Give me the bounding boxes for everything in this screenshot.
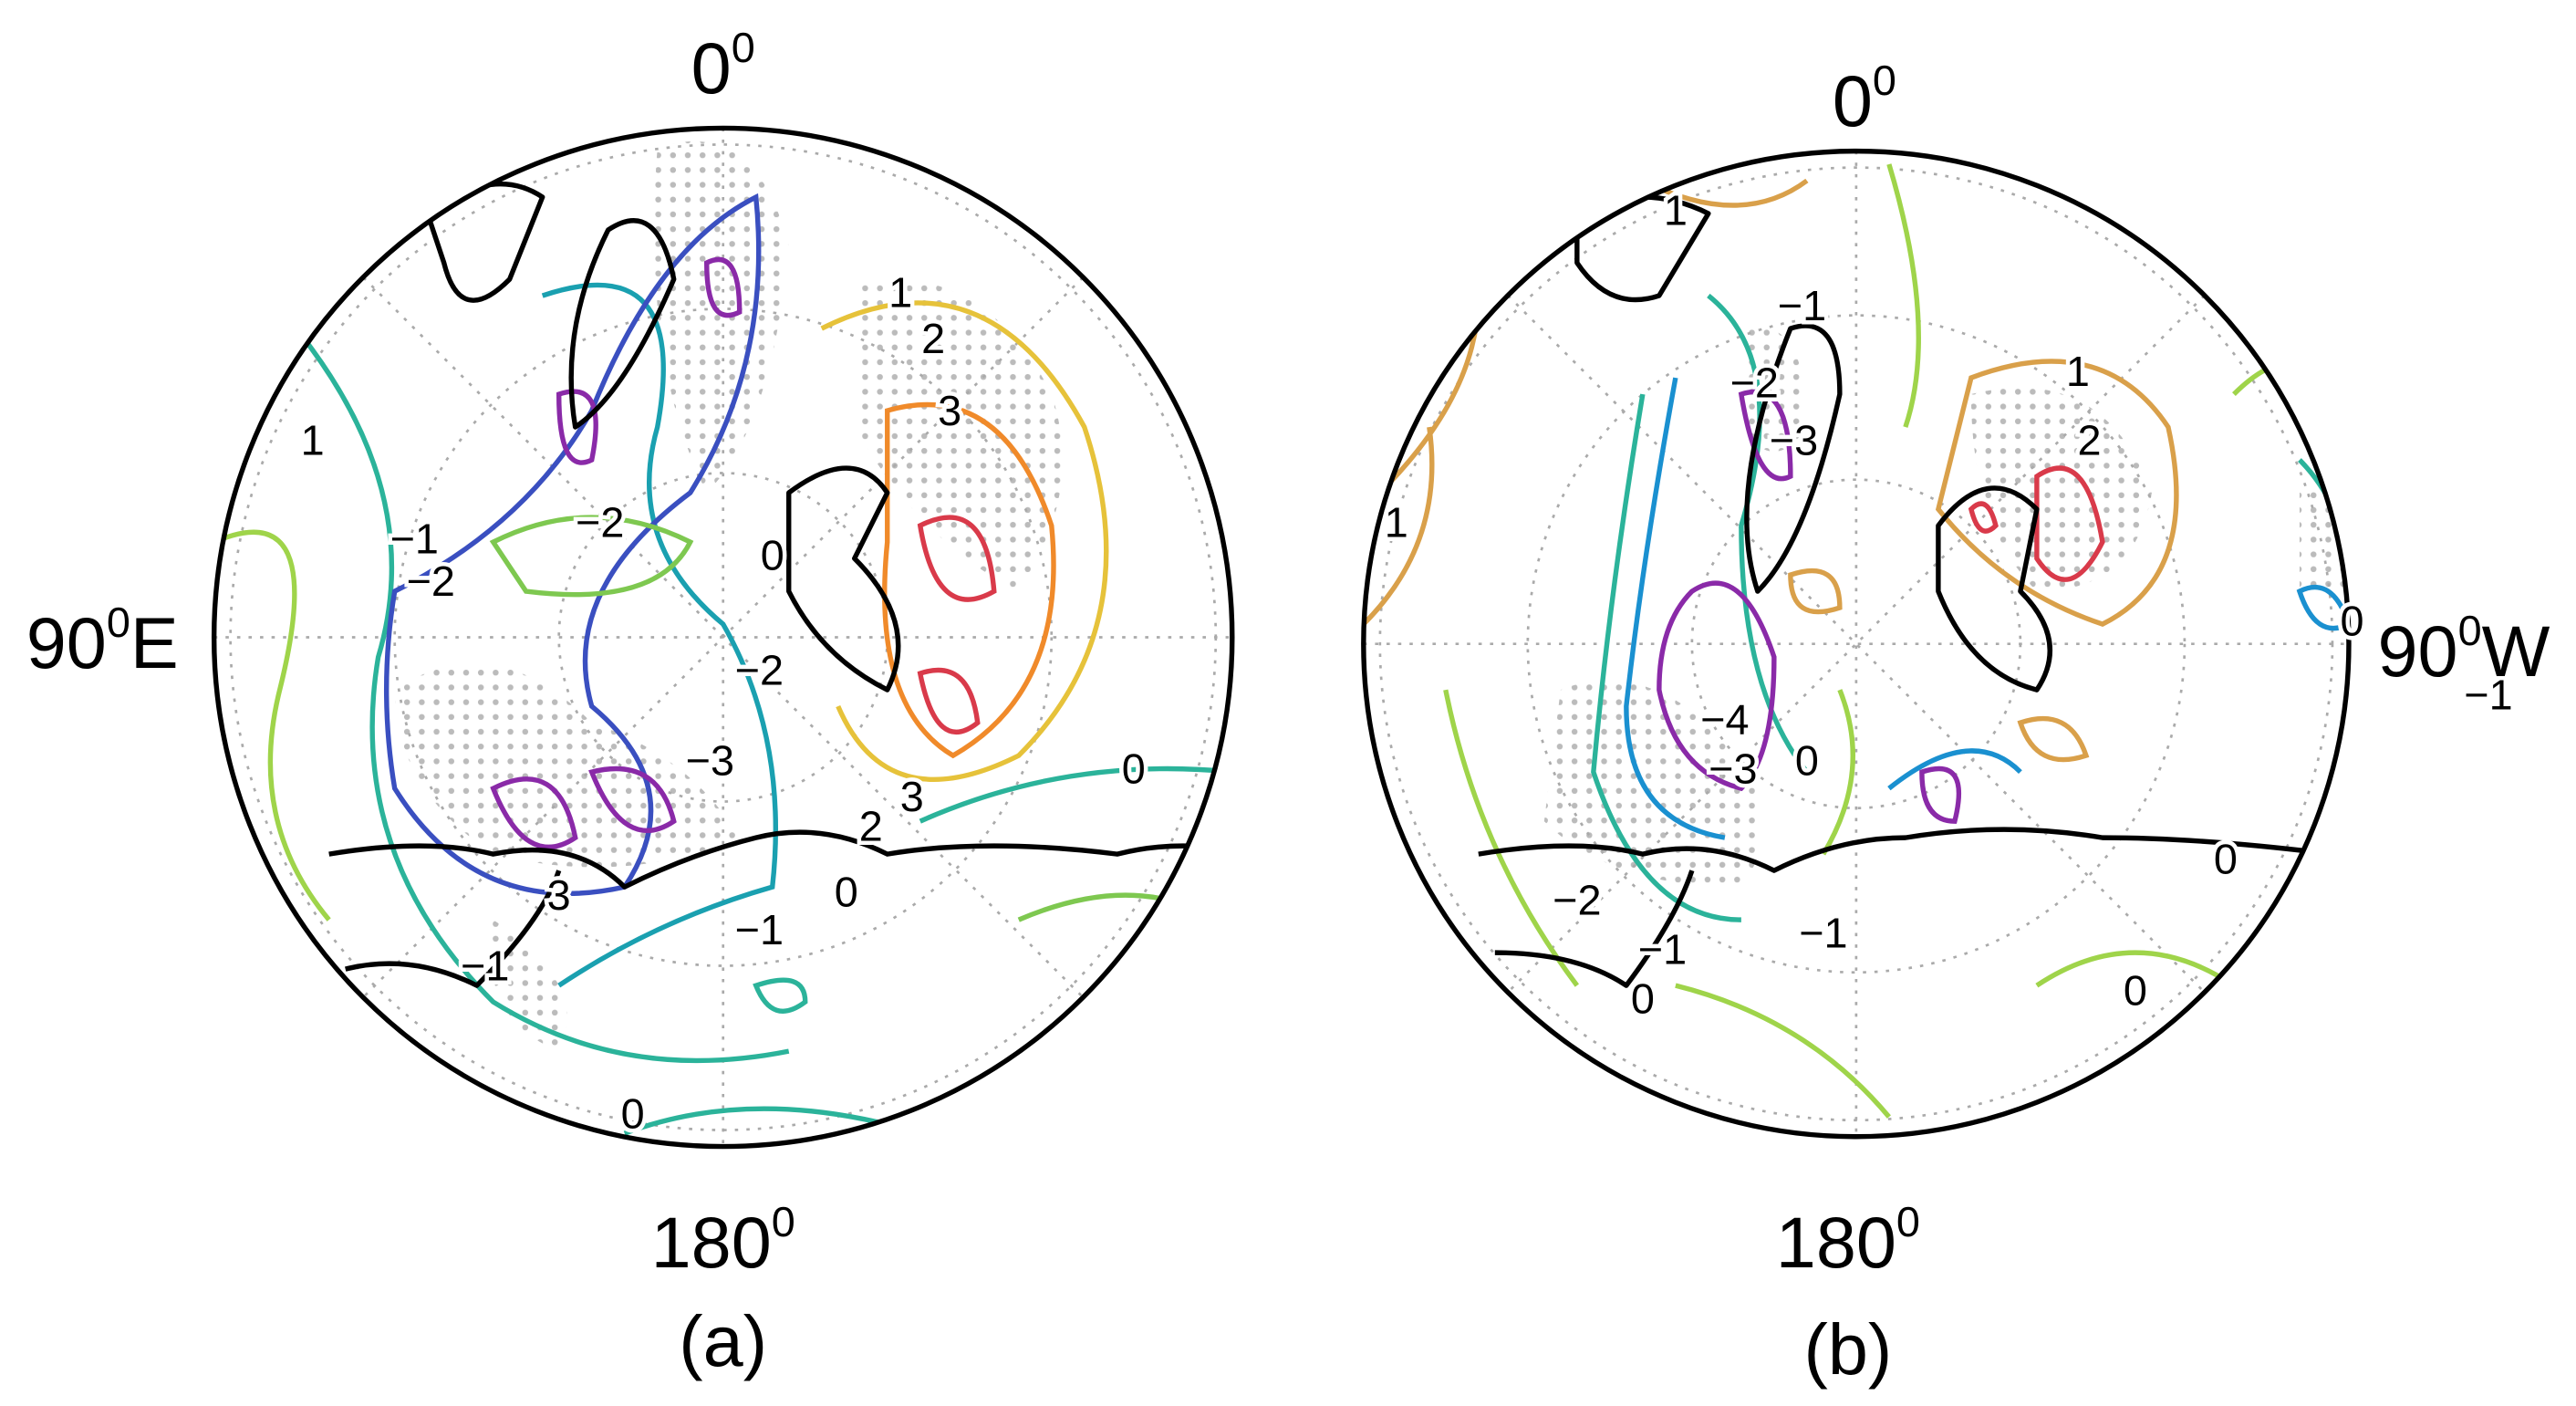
contour-label: 1 bbox=[301, 416, 325, 463]
contour-label: −2 bbox=[1553, 876, 1601, 923]
contour-label: −3 bbox=[1709, 745, 1757, 792]
contour-label: −2 bbox=[1730, 359, 1779, 406]
contour-label: −1 bbox=[461, 942, 509, 989]
contour-label: 0 bbox=[2214, 835, 2238, 882]
contour-label: 2 bbox=[859, 802, 883, 849]
contour-label: 1 bbox=[1385, 498, 1408, 546]
label-part: 90 bbox=[2378, 610, 2458, 692]
contour-label: −3 bbox=[1770, 416, 1818, 463]
contour-label: −4 bbox=[1700, 695, 1749, 743]
map-a bbox=[213, 128, 1232, 1147]
axis-label: 900E bbox=[26, 599, 179, 683]
label-part: 0 bbox=[1833, 60, 1873, 141]
contour-label: −2 bbox=[576, 498, 624, 546]
contour-label: 0 bbox=[2341, 597, 2364, 644]
label-part: W bbox=[2482, 610, 2550, 692]
contour-label: 0 bbox=[1122, 745, 1146, 792]
contour-label: −2 bbox=[407, 557, 455, 605]
contour-label: 0 bbox=[1631, 975, 1655, 1023]
label-part: 180 bbox=[1776, 1202, 1896, 1283]
contour-label: 1 bbox=[1664, 186, 1688, 234]
superscript: 0 bbox=[772, 1198, 795, 1245]
contour-label: −1 bbox=[735, 906, 784, 953]
label-part: E bbox=[130, 602, 179, 683]
contour-label: 0 bbox=[2124, 967, 2147, 1015]
contour-label: −1 bbox=[1799, 909, 1847, 956]
axis-label: 00 bbox=[1833, 57, 1896, 141]
label-part: 180 bbox=[651, 1202, 772, 1283]
contour-label: 2 bbox=[921, 315, 945, 362]
contour-label: 0 bbox=[835, 868, 858, 915]
label-part: 0 bbox=[691, 27, 732, 109]
superscript: 0 bbox=[107, 599, 130, 646]
contour-label: −2 bbox=[735, 646, 784, 693]
contour-label: 1 bbox=[2066, 348, 2090, 395]
superscript: 0 bbox=[732, 24, 755, 71]
axis-label: 1800 bbox=[1776, 1198, 1920, 1283]
contour-label: 1 bbox=[888, 268, 912, 316]
contour-label: −1 bbox=[2464, 671, 2512, 718]
map-border bbox=[1361, 148, 2352, 1140]
contour-label: −1 bbox=[390, 515, 439, 562]
contour-label: −3 bbox=[686, 736, 734, 784]
superscript: 0 bbox=[1873, 57, 1896, 104]
contour-label: 3 bbox=[938, 387, 961, 434]
contour-label: −1 bbox=[1638, 925, 1687, 973]
superscript: 0 bbox=[1896, 1198, 1920, 1245]
superscript: 0 bbox=[2458, 607, 2482, 654]
contour-label: 0 bbox=[621, 1090, 645, 1138]
map-b bbox=[1363, 151, 2349, 1137]
panel-caption: (a) bbox=[679, 1300, 767, 1381]
contour-label: 0 bbox=[761, 531, 784, 578]
contour-label: 2 bbox=[2077, 416, 2101, 463]
contour-label: 0 bbox=[1795, 736, 1819, 784]
panel-caption: (b) bbox=[1803, 1308, 1892, 1390]
contour-label: 3 bbox=[547, 871, 571, 919]
axis-label: 900W bbox=[2378, 607, 2550, 692]
contour-label: 3 bbox=[900, 773, 924, 820]
axis-label: 00 bbox=[691, 24, 755, 109]
axis-label: 1800 bbox=[651, 1198, 795, 1283]
label-part: 90 bbox=[26, 602, 107, 683]
contour-label: −1 bbox=[1778, 282, 1826, 329]
map-border bbox=[211, 125, 1235, 1150]
